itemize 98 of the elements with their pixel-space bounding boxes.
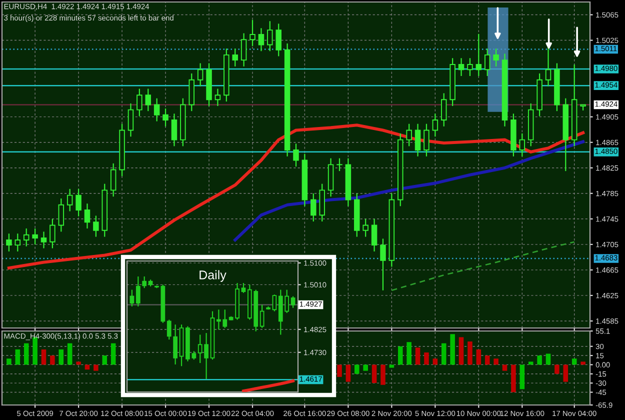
candlestick <box>362 218 368 238</box>
candlestick <box>258 28 264 52</box>
bar <box>41 349 46 365</box>
candlestick <box>232 48 238 67</box>
candlestick <box>14 233 21 252</box>
bar <box>528 362 534 365</box>
bar <box>389 364 394 368</box>
candlestick <box>214 88 221 107</box>
line-series <box>242 379 295 392</box>
bar <box>6 358 12 365</box>
bar <box>102 356 108 365</box>
candlestick <box>58 198 64 232</box>
candlestick <box>66 188 73 212</box>
bar <box>520 364 525 390</box>
candlestick <box>432 113 438 138</box>
candlestick <box>276 23 282 57</box>
candlestick <box>290 296 296 308</box>
bar <box>354 364 360 374</box>
candlestick <box>241 282 246 294</box>
candlestick <box>173 324 178 365</box>
bar <box>76 362 81 365</box>
bar <box>468 341 472 365</box>
candlestick <box>250 19 256 47</box>
bar <box>484 356 490 365</box>
candlestick <box>40 231 47 249</box>
candlestick <box>23 228 30 247</box>
bar <box>380 364 386 385</box>
candlestick <box>414 123 421 157</box>
candlestick <box>267 20 273 52</box>
candlestick <box>166 319 172 340</box>
candlestick <box>145 88 152 112</box>
bar <box>398 346 403 365</box>
candlestick <box>162 108 168 127</box>
candlestick <box>380 238 386 291</box>
bar <box>502 364 508 371</box>
candlestick <box>493 48 499 67</box>
bar <box>580 362 586 365</box>
candlestick <box>197 62 204 87</box>
bar <box>494 358 498 365</box>
bar <box>84 364 90 370</box>
candlestick <box>6 233 12 252</box>
candlestick <box>467 58 473 77</box>
line-series <box>7 124 585 270</box>
bar <box>432 358 438 365</box>
bar <box>415 348 420 365</box>
candlestick <box>260 304 264 329</box>
candlestick <box>110 162 116 198</box>
candlestick <box>272 294 277 312</box>
candlestick <box>171 113 178 147</box>
candlestick <box>84 203 90 230</box>
bar <box>50 356 55 365</box>
candlestick <box>93 215 99 238</box>
line-series <box>234 140 585 242</box>
candlestick <box>310 192 316 222</box>
candlestick <box>336 158 342 172</box>
bar <box>15 349 20 365</box>
bar <box>406 342 412 365</box>
candlestick <box>458 58 464 77</box>
bar <box>572 358 577 365</box>
bar <box>67 343 72 365</box>
bar <box>58 349 64 365</box>
bar <box>346 364 351 382</box>
bar <box>424 352 429 365</box>
bar <box>441 343 446 365</box>
candlestick <box>240 32 247 67</box>
candlestick <box>130 289 134 307</box>
candlestick <box>50 218 56 249</box>
candlestick <box>371 218 378 252</box>
candlestick <box>424 123 430 157</box>
line-series <box>390 241 576 292</box>
bar <box>476 349 482 365</box>
bar <box>110 343 116 365</box>
candlestick <box>406 123 412 147</box>
bar <box>24 343 29 365</box>
bar <box>546 354 551 365</box>
bar <box>537 356 542 365</box>
bar <box>450 334 455 365</box>
candlestick <box>293 143 299 168</box>
bar <box>94 364 98 371</box>
candlestick <box>154 98 160 122</box>
candlestick <box>128 102 134 138</box>
text: Daily <box>200 270 226 282</box>
candlestick <box>484 48 490 77</box>
candlestick <box>519 132 526 157</box>
candlestick <box>136 88 142 117</box>
candlestick <box>32 228 38 245</box>
candlestick <box>476 33 482 77</box>
candlestick <box>76 188 82 217</box>
candlestick <box>440 92 447 127</box>
bar <box>337 364 342 377</box>
bar <box>372 364 377 384</box>
bar <box>458 337 464 365</box>
bar <box>554 364 560 374</box>
bar <box>563 364 568 382</box>
bar <box>511 364 516 392</box>
bar <box>363 364 368 371</box>
candlestick <box>142 276 147 289</box>
candlestick <box>136 276 140 307</box>
